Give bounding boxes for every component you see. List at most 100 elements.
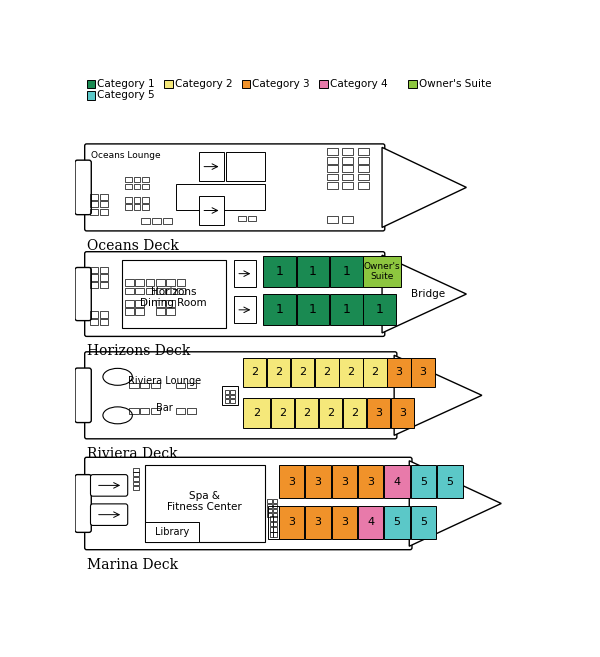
FancyBboxPatch shape — [85, 144, 385, 231]
Text: 3: 3 — [288, 476, 295, 487]
Bar — [343, 156, 353, 164]
Text: 5: 5 — [420, 517, 427, 528]
Bar — [133, 486, 139, 490]
Bar — [269, 532, 272, 537]
Bar — [166, 288, 175, 294]
Bar — [187, 409, 196, 414]
Bar — [274, 522, 277, 526]
Text: 2: 2 — [275, 367, 283, 377]
Bar — [100, 209, 109, 215]
Text: 2: 2 — [251, 367, 259, 377]
Bar — [327, 148, 338, 155]
Polygon shape — [394, 355, 482, 436]
Bar — [100, 267, 109, 273]
FancyBboxPatch shape — [85, 457, 412, 550]
Text: 3: 3 — [376, 408, 382, 418]
Bar — [129, 409, 139, 414]
Bar — [157, 300, 165, 307]
Bar — [272, 513, 277, 517]
Bar — [151, 409, 160, 414]
Text: 3: 3 — [419, 367, 427, 377]
Bar — [274, 527, 277, 532]
Bar — [163, 218, 172, 225]
Bar — [391, 398, 415, 428]
Bar — [125, 288, 134, 294]
Bar — [187, 383, 196, 388]
Bar — [224, 390, 229, 394]
Bar — [136, 279, 144, 286]
Bar — [133, 477, 139, 481]
Bar — [267, 357, 290, 387]
Bar — [176, 288, 185, 294]
Bar — [176, 383, 185, 388]
FancyBboxPatch shape — [75, 368, 91, 422]
Text: 2: 2 — [351, 408, 358, 418]
Bar — [243, 357, 266, 387]
Bar — [125, 308, 134, 315]
Bar — [234, 296, 256, 323]
Bar — [343, 173, 353, 181]
Bar — [125, 177, 133, 182]
Bar — [140, 383, 149, 388]
Bar — [129, 383, 139, 388]
Bar — [410, 465, 436, 498]
Bar — [141, 218, 150, 225]
Bar — [145, 522, 199, 541]
Bar — [343, 398, 367, 428]
Bar — [100, 194, 109, 200]
FancyBboxPatch shape — [75, 267, 91, 321]
Bar — [125, 204, 133, 210]
Bar — [136, 288, 144, 294]
Bar — [230, 390, 235, 394]
Bar — [384, 465, 410, 498]
Bar — [291, 357, 314, 387]
Bar — [152, 218, 161, 225]
Bar — [86, 91, 95, 100]
Bar — [100, 319, 109, 325]
Bar — [295, 398, 319, 428]
Text: 2: 2 — [253, 408, 260, 418]
Bar — [199, 196, 224, 225]
Bar — [90, 275, 98, 281]
Bar — [408, 79, 417, 88]
Text: 3: 3 — [400, 408, 406, 418]
Text: Riviera Lounge: Riviera Lounge — [128, 376, 200, 386]
Bar — [358, 156, 369, 164]
Bar — [199, 152, 224, 181]
Bar — [269, 522, 272, 526]
Bar — [125, 279, 134, 286]
Text: Category 1: Category 1 — [97, 79, 155, 89]
Bar — [134, 197, 140, 203]
Bar — [90, 282, 98, 288]
Text: 1: 1 — [309, 304, 317, 316]
Text: Library: Library — [155, 528, 189, 537]
Bar — [157, 279, 165, 286]
Bar — [238, 216, 246, 221]
Bar — [272, 499, 277, 503]
Bar — [274, 532, 277, 537]
Bar — [327, 165, 338, 172]
Text: Marina Deck: Marina Deck — [86, 558, 178, 572]
Bar — [267, 504, 272, 508]
Text: Category 2: Category 2 — [175, 79, 233, 89]
Bar — [364, 294, 396, 325]
Bar — [90, 209, 98, 215]
Text: Riviera Deck: Riviera Deck — [86, 447, 177, 461]
Bar — [100, 311, 109, 317]
Bar — [133, 482, 139, 486]
Bar — [164, 79, 173, 88]
Bar — [269, 516, 272, 521]
Text: 2: 2 — [347, 367, 355, 377]
Text: Category 3: Category 3 — [253, 79, 310, 89]
Text: 5: 5 — [394, 517, 401, 528]
Bar — [343, 165, 353, 172]
Bar — [134, 177, 140, 182]
Text: Bar: Bar — [156, 403, 173, 413]
Text: Oceans Lounge: Oceans Lounge — [91, 151, 161, 160]
Bar — [358, 165, 369, 172]
Text: 3: 3 — [314, 517, 322, 528]
Bar — [176, 409, 185, 414]
Text: Oceans Deck: Oceans Deck — [86, 239, 179, 253]
Text: 3: 3 — [288, 517, 295, 528]
FancyBboxPatch shape — [85, 252, 385, 336]
